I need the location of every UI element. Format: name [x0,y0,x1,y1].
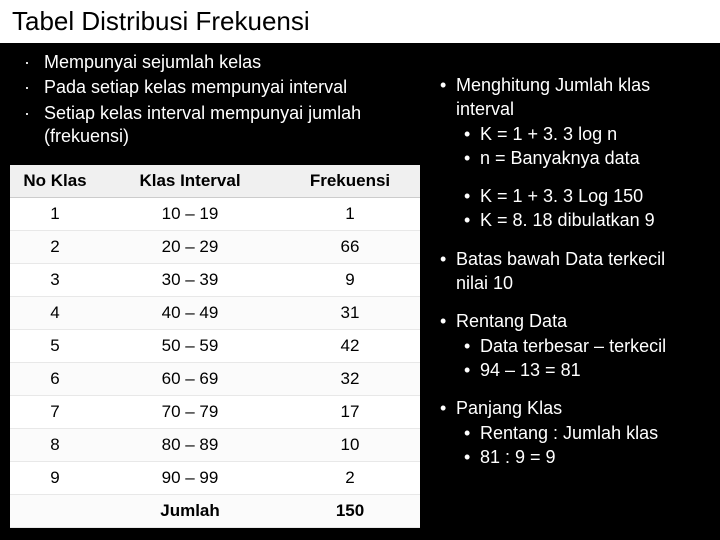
table-cell: 10 [280,428,420,461]
table-cell: 30 – 39 [100,263,280,296]
table-cell: 32 [280,362,420,395]
table-cell: 40 – 49 [100,296,280,329]
table-row: 110 – 191 [10,197,420,230]
bullet-icon: • [464,334,480,358]
table-row: 330 – 399 [10,263,420,296]
table-cell: 50 – 59 [100,329,280,362]
table-cell: 3 [10,263,100,296]
table-total-cell: Jumlah [100,494,280,527]
note-text: Batas bawah Data terkecil nilai 10 [456,247,702,296]
bullet-list: ·Mempunyai sejumlah kelas·Pada setiap ke… [10,51,430,165]
bullet-item: ·Setiap kelas interval mempunyai jumlah … [24,102,430,149]
note-text: K = 1 + 3. 3 log n [480,122,617,146]
note-line: •K = 8. 18 dibulatkan 9 [440,208,702,232]
bullet-icon: • [464,122,480,146]
content-area: ·Mempunyai sejumlah kelas·Pada setiap ke… [0,43,720,528]
table-cell: 8 [10,428,100,461]
table-cell: 17 [280,395,420,428]
note-text: K = 1 + 3. 3 Log 150 [480,184,643,208]
bullet-icon: • [464,184,480,208]
bullet-icon: • [464,146,480,170]
table-row: 440 – 4931 [10,296,420,329]
note-line: •Rentang : Jumlah klas [440,421,702,445]
table-cell: 10 – 19 [100,197,280,230]
note-text: Rentang Data [456,309,567,333]
bullet-dot-icon: · [24,76,44,99]
table-total-cell [10,494,100,527]
note-text: Data terbesar – terkecil [480,334,666,358]
note-text: n = Banyaknya data [480,146,640,170]
note-text: K = 8. 18 dibulatkan 9 [480,208,655,232]
bullet-text: Pada setiap kelas mempunyai interval [44,76,430,99]
bullet-item: ·Pada setiap kelas mempunyai interval [24,76,430,99]
table-cell: 7 [10,395,100,428]
note-line: •Panjang Klas [440,396,702,420]
table-header: No Klas [10,165,100,198]
table-cell: 60 – 69 [100,362,280,395]
note-text: 81 : 9 = 9 [480,445,556,469]
bullet-icon: • [464,421,480,445]
table-cell: 20 – 29 [100,230,280,263]
note-line: •Batas bawah Data terkecil nilai 10 [440,247,702,296]
frequency-table: No KlasKlas IntervalFrekuensi 110 – 1912… [10,165,420,528]
table-header: Frekuensi [280,165,420,198]
table-cell: 5 [10,329,100,362]
bullet-dot-icon: · [24,51,44,74]
bullet-icon: • [464,445,480,469]
note-line: •Data terbesar – terkecil [440,334,702,358]
table-cell: 2 [10,230,100,263]
note-line: •81 : 9 = 9 [440,445,702,469]
page-title: Tabel Distribusi Frekuensi [0,0,720,43]
table-cell: 42 [280,329,420,362]
bullet-icon: • [440,247,456,296]
table-cell: 70 – 79 [100,395,280,428]
note-line: •Menghitung Jumlah klas interval [440,73,702,122]
table-cell: 6 [10,362,100,395]
note-text: Panjang Klas [456,396,562,420]
right-column: •Menghitung Jumlah klas interval•K = 1 +… [430,51,710,528]
bullet-icon: • [440,73,456,122]
table-cell: 90 – 99 [100,461,280,494]
note-line: •n = Banyaknya data [440,146,702,170]
table-cell: 4 [10,296,100,329]
note-line: •94 – 13 = 81 [440,358,702,382]
note-line: •K = 1 + 3. 3 Log 150 [440,184,702,208]
note-text: Menghitung Jumlah klas interval [456,73,702,122]
table-cell: 9 [280,263,420,296]
table-cell: 66 [280,230,420,263]
left-column: ·Mempunyai sejumlah kelas·Pada setiap ke… [0,51,430,528]
table-cell: 9 [10,461,100,494]
table-row: 220 – 2966 [10,230,420,263]
table-total-row: Jumlah150 [10,494,420,527]
table-header: Klas Interval [100,165,280,198]
bullet-icon: • [464,358,480,382]
table-row: 880 – 8910 [10,428,420,461]
bullet-text: Setiap kelas interval mempunyai jumlah (… [44,102,430,149]
table-cell: 80 – 89 [100,428,280,461]
table-total-cell: 150 [280,494,420,527]
note-line: •Rentang Data [440,309,702,333]
table-cell: 2 [280,461,420,494]
table-row: 660 – 6932 [10,362,420,395]
note-line: •K = 1 + 3. 3 log n [440,122,702,146]
table-row: 990 – 992 [10,461,420,494]
bullet-icon: • [464,208,480,232]
bullet-dot-icon: · [24,102,44,149]
note-text: Rentang : Jumlah klas [480,421,658,445]
table-cell: 1 [280,197,420,230]
bullet-item: ·Mempunyai sejumlah kelas [24,51,430,74]
bullet-text: Mempunyai sejumlah kelas [44,51,430,74]
table-row: 770 – 7917 [10,395,420,428]
table-cell: 31 [280,296,420,329]
table-row: 550 – 5942 [10,329,420,362]
bullet-icon: • [440,396,456,420]
table-cell: 1 [10,197,100,230]
note-text: 94 – 13 = 81 [480,358,581,382]
bullet-icon: • [440,309,456,333]
